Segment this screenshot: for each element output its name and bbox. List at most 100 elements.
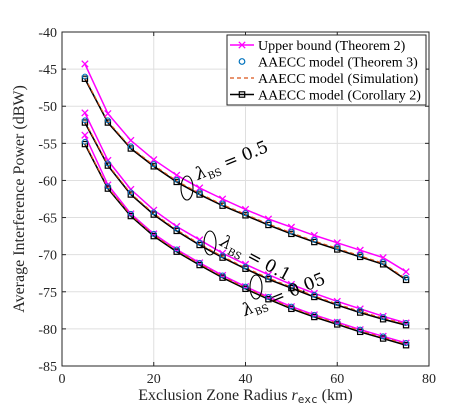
group-ellipse [249, 274, 263, 300]
legend-marker [238, 91, 246, 98]
theorem-3-marker [219, 272, 226, 279]
y-tick-label: -70 [38, 249, 57, 264]
legend-marker [238, 58, 246, 65]
theorem-3-marker [196, 189, 203, 196]
y-tick-label: -85 [38, 360, 57, 375]
x-stroke [333, 239, 341, 247]
y-axis-label: Average Interference Power (dBW) [11, 85, 28, 313]
lambda-subscript: BS [206, 167, 223, 183]
corollary-2-marker [265, 275, 272, 283]
markers-layer [81, 60, 410, 349]
legend-item: Upper bound (Theorem 2) [230, 39, 406, 54]
theorem-3-marker [265, 219, 272, 226]
corollary-2-marker [242, 265, 249, 272]
x-stroke [238, 41, 246, 49]
upper-bound-marker [195, 184, 204, 192]
corollary-2-marker [334, 321, 341, 328]
theorem-3-marker [403, 320, 410, 326]
theorem-3-marker [127, 143, 134, 150]
upper-bound-marker [356, 246, 364, 254]
x-stroke [310, 231, 318, 240]
x-tick-label: 20 [147, 372, 161, 387]
x-axis-label-main: Exclusion Zone Radius [138, 387, 291, 404]
legend-item: AAECC model (Simulation) [230, 72, 419, 87]
y-tick-label: -65 [38, 212, 57, 227]
legend-box [226, 34, 427, 106]
theorem-3-marker [150, 209, 157, 216]
theorem-3-marker [334, 319, 341, 326]
x-stroke [379, 253, 387, 262]
y-tick-label: -55 [38, 137, 57, 152]
corollary-2-marker [311, 313, 318, 321]
theorem-3-marker [196, 259, 203, 266]
corollary-2-marker [219, 202, 226, 209]
simulation-line [84, 142, 407, 345]
theorem-3-marker [380, 259, 387, 266]
theorem-3-marker [219, 200, 226, 207]
y-tick-label: -50 [38, 100, 57, 115]
theorem-3-marker [150, 230, 157, 237]
y-tick-label: -80 [38, 323, 57, 338]
theorem-3-marker [104, 183, 111, 190]
corollary-2-marker [104, 185, 112, 192]
corollary-2-marker [402, 321, 410, 329]
upper-bound-marker [104, 109, 112, 118]
x-stroke [81, 109, 89, 117]
theorem-3-marker [380, 314, 387, 320]
corollary-2-marker [265, 221, 272, 229]
theorem-3-marker [196, 239, 203, 246]
corollary-2-marker [173, 227, 180, 235]
x-stroke [104, 109, 112, 118]
corollary-2-marker [288, 284, 295, 292]
legend-label: AAECC model (Simulation) [258, 72, 419, 87]
corollary-2-marker [150, 211, 157, 218]
corollary-2-marker [127, 191, 135, 198]
theorem-3-marker [357, 307, 364, 314]
corollary-2-marker [311, 293, 318, 301]
corollary-2-marker [173, 248, 180, 255]
upper-bound-marker [81, 131, 89, 139]
x-stroke [218, 195, 227, 203]
theorem-3-marker [81, 138, 88, 145]
legend-marker [238, 41, 246, 49]
group-ellipse [203, 230, 217, 256]
theorem-3-marker [104, 117, 111, 124]
corollary-2-marker [334, 246, 341, 253]
theorem-3-marker [357, 326, 364, 333]
upper-bound-marker [173, 171, 181, 179]
corollary-2-marker [219, 254, 226, 261]
corollary-2-marker [242, 212, 249, 219]
theorem-3-marker [288, 303, 295, 310]
theorem-3-marker [403, 274, 410, 281]
simulation-line [84, 77, 407, 280]
theorem-3-marker [311, 291, 318, 298]
corollary-2-marker [242, 285, 249, 293]
x-axis-label: Exclusion Zone Radius rexc (km) [138, 387, 353, 406]
upper-bound-marker [402, 268, 410, 276]
corollary-2-marker [379, 316, 387, 323]
x-axis-label-symbol: r [292, 387, 299, 404]
theorem-3-marker [242, 283, 249, 290]
theorem-3-marker [265, 273, 272, 280]
corollary-2-marker [265, 296, 272, 303]
corollary-2-marker [356, 253, 364, 261]
legend-item: AAECC model (Theorem 3) [238, 56, 418, 71]
corollary-2-marker [196, 191, 203, 198]
theorem-3-marker [150, 161, 157, 168]
corollary-2-marker [402, 276, 410, 284]
corollary-2-marker [81, 119, 89, 126]
theorem-3-marker [173, 225, 180, 232]
x-stroke [195, 184, 204, 192]
upper-bound-marker [81, 109, 89, 117]
corollary-2-marker [127, 212, 135, 220]
theorem-3-marker [242, 210, 249, 217]
theorem-3-marker [127, 210, 134, 217]
theorem-3-marker [173, 246, 180, 253]
y-tick-label: -40 [38, 26, 57, 41]
upper-bound-marker [81, 60, 89, 68]
theorem-3-marker [380, 333, 387, 340]
theorem-3-marker [311, 311, 318, 318]
corollary-2-marker [81, 140, 89, 148]
theorem-3-marker [311, 236, 318, 243]
